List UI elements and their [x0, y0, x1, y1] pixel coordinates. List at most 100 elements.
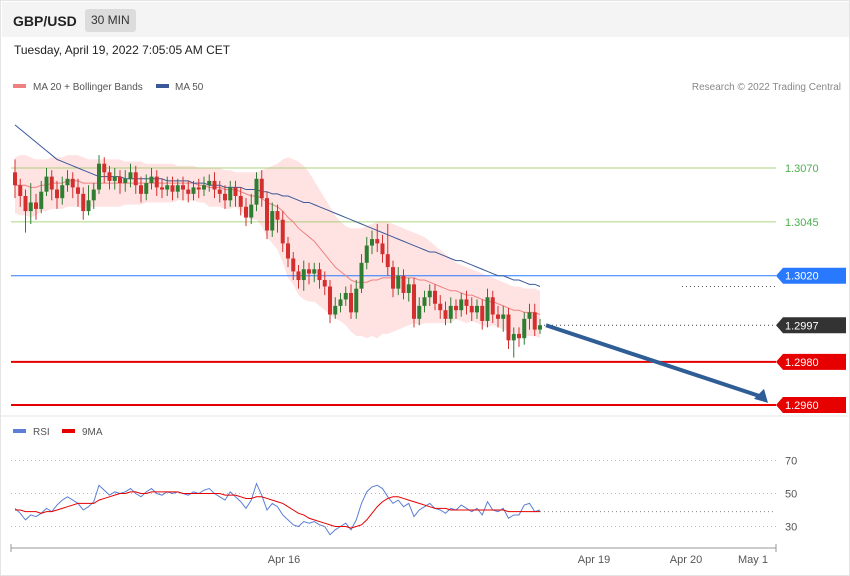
candle-body	[538, 325, 542, 330]
level-label: 1.2960	[785, 400, 819, 412]
candle-body	[380, 243, 385, 255]
candle-body	[275, 211, 280, 220]
candle-body	[217, 189, 222, 194]
chart-header-bar: GBP/USD 30 MIN	[2, 2, 849, 37]
candle-body	[291, 258, 296, 272]
candle-body	[527, 312, 532, 319]
candle-body	[133, 172, 138, 186]
candle-body	[238, 196, 243, 207]
candle-body	[459, 299, 464, 311]
ma50-legend-label: MA 50	[175, 82, 204, 93]
time-tick-label: May 1	[738, 554, 768, 566]
candle-body	[286, 243, 290, 259]
level-label: 1.3070	[785, 163, 819, 175]
candle-body	[322, 280, 327, 287]
candle-body	[532, 312, 537, 330]
candle-body	[490, 297, 495, 315]
rsi-ma-line	[15, 491, 540, 529]
candle-body	[254, 178, 259, 205]
level-label: 1.2980	[785, 357, 819, 369]
candle-body	[39, 191, 44, 209]
timeframe-badge[interactable]: 30 MIN	[85, 9, 136, 32]
candle-body	[422, 297, 427, 306]
candle-body	[438, 303, 443, 311]
candle-body	[212, 180, 217, 190]
symbol-label: GBP/USD	[13, 13, 77, 29]
candle-body	[249, 204, 254, 218]
candle-body	[359, 262, 364, 289]
candle-body	[270, 211, 275, 231]
time-tick-label: Apr 19	[578, 554, 610, 566]
candle-body	[469, 305, 474, 313]
rsi-tick-label: 70	[785, 456, 797, 468]
candle-body	[244, 206, 248, 218]
candle-body	[475, 305, 479, 313]
candle-body	[49, 176, 54, 190]
candle-body	[370, 239, 374, 246]
candle-body	[328, 286, 332, 315]
rsi-tick-label: 50	[785, 489, 797, 501]
candle-body	[480, 305, 485, 321]
credit-label: Research © 2022 Trading Central	[692, 82, 841, 93]
candle-body	[112, 176, 117, 181]
rsi-ma-legend-label: 9MA	[82, 427, 103, 438]
candle-body	[149, 176, 154, 184]
candle-body	[139, 185, 143, 194]
candle-body	[443, 310, 448, 319]
forecast-arrow	[545, 323, 763, 399]
forecast-arrow-head	[754, 388, 768, 403]
ma50-line	[14, 124, 541, 287]
candle-body	[317, 269, 322, 281]
candle-body	[354, 288, 359, 313]
ma20-legend-swatch	[13, 84, 26, 88]
candle-body	[259, 178, 264, 199]
candle-body	[406, 284, 411, 293]
candle-body	[364, 245, 369, 263]
candle-body	[391, 267, 395, 289]
candle-body	[81, 193, 86, 212]
candle-body	[102, 163, 107, 173]
candle-body	[186, 189, 191, 194]
candle-body	[13, 172, 17, 186]
candle-body	[55, 189, 59, 199]
ma50-legend-swatch	[156, 84, 169, 88]
candle-body	[160, 187, 164, 190]
candle-body	[191, 187, 196, 194]
rsi-tick-label: 30	[785, 522, 797, 534]
time-tick-label: Apr 20	[670, 554, 702, 566]
rsi-legend-label: RSI	[33, 427, 50, 438]
candle-body	[165, 185, 170, 190]
candle-body	[228, 187, 233, 201]
candle-body	[118, 176, 122, 184]
candle-body	[34, 202, 38, 209]
candle-body	[485, 297, 490, 321]
candle-body	[65, 178, 70, 186]
candle-body	[375, 239, 380, 244]
candle-body	[23, 196, 28, 212]
candle-body	[301, 269, 306, 281]
level-tag	[776, 317, 846, 334]
candle-body	[401, 275, 406, 293]
level-label: 1.2997	[785, 320, 819, 332]
candle-body	[28, 202, 33, 212]
timestamp: Tuesday, April 19, 2022 7:05:05 AM CET	[14, 43, 231, 57]
price-panel: 1.3070 1.3045 1.3020 1.2997 1.2980 1.2960	[11, 124, 846, 413]
candle-body	[522, 318, 527, 339]
candle-body	[454, 305, 458, 311]
candle-body	[338, 299, 343, 306]
candle-body	[501, 314, 506, 319]
candle-body	[18, 185, 23, 197]
candle-body	[76, 187, 80, 194]
level-tag	[776, 267, 846, 284]
candle-body	[417, 305, 422, 319]
candle-body	[128, 172, 133, 179]
candle-body	[427, 290, 432, 298]
candle-body	[175, 185, 180, 192]
rsi-ma-legend-swatch	[62, 429, 75, 433]
time-tick-label: Apr 16	[268, 554, 300, 566]
candle-body	[70, 178, 75, 188]
ma20-legend-label: MA 20 + Bollinger Bands	[33, 82, 143, 93]
candle-body	[123, 178, 128, 184]
